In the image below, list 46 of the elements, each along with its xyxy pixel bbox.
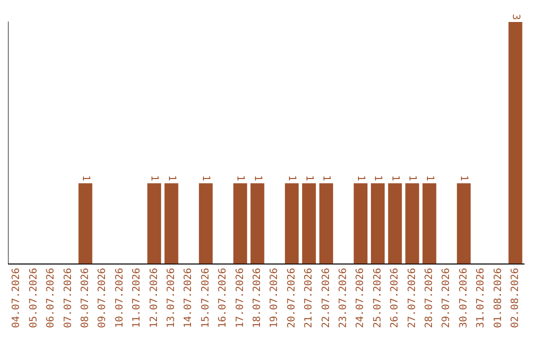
data-label: 1 xyxy=(458,175,470,182)
x-tick-label: 01.08.2026 xyxy=(492,268,504,328)
data-label: 1 xyxy=(200,175,212,182)
x-tick-label: 17.07.2026 xyxy=(234,268,246,328)
x-tick-label: 27.07.2026 xyxy=(406,268,418,328)
data-label: 1 xyxy=(303,175,314,182)
x-tick-label: 02.08.2026 xyxy=(510,268,521,328)
data-label: 1 xyxy=(148,175,160,182)
data-label: 1 xyxy=(252,175,263,182)
x-tick-label: 05.07.2026 xyxy=(28,268,40,328)
x-tick-label: 10.07.2026 xyxy=(114,268,126,328)
x-tick-label: 15.07.2026 xyxy=(200,268,212,328)
data-label: 1 xyxy=(320,175,332,182)
data-label: 1 xyxy=(355,175,366,182)
x-tick-label: 13.07.2026 xyxy=(166,268,177,328)
x-tick-label: 26.07.2026 xyxy=(390,268,401,328)
x-tick-label: 23.07.2026 xyxy=(338,268,349,328)
x-tick-label: 07.07.2026 xyxy=(62,268,74,328)
x-tick-label: 24.07.2026 xyxy=(355,268,366,328)
x-tick-label: 09.07.2026 xyxy=(97,268,108,328)
data-label: 1 xyxy=(286,175,298,182)
data-label: 1 xyxy=(406,175,418,182)
x-tick-label: 21.07.2026 xyxy=(304,268,315,328)
data-label: 1 xyxy=(166,175,177,182)
x-tick-label: 14.07.2026 xyxy=(183,268,194,328)
x-tick-label: 28.07.2026 xyxy=(424,268,435,328)
data-label: 1 xyxy=(389,175,400,182)
x-tick-label: 31.07.2026 xyxy=(476,268,487,328)
data-label: 1 xyxy=(424,175,435,182)
x-tick-label: 19.07.2026 xyxy=(269,268,280,328)
x-tick-label: 22.07.2026 xyxy=(320,268,332,328)
x-tick-label: 08.07.2026 xyxy=(80,268,91,328)
x-tick-label: 16.07.2026 xyxy=(218,268,229,328)
x-tick-label: 06.07.2026 xyxy=(46,268,57,328)
x-tick-label: 20.07.2026 xyxy=(286,268,298,328)
x-tick-label: 25.07.2026 xyxy=(372,268,384,328)
x-tick-label: 04.07.2026 xyxy=(11,268,22,328)
data-label: 1 xyxy=(80,175,91,182)
x-tick-label: 18.07.2026 xyxy=(252,268,263,328)
data-label: 1 xyxy=(234,175,246,182)
data-label: 1 xyxy=(372,175,384,182)
x-tick-label: 11.07.2026 xyxy=(132,268,143,328)
x-tick-label: 29.07.2026 xyxy=(441,268,452,328)
x-tick-label: 12.07.2026 xyxy=(148,268,160,328)
x-tick-label: 30.07.2026 xyxy=(458,268,470,328)
data-label: 3 xyxy=(510,14,521,20)
